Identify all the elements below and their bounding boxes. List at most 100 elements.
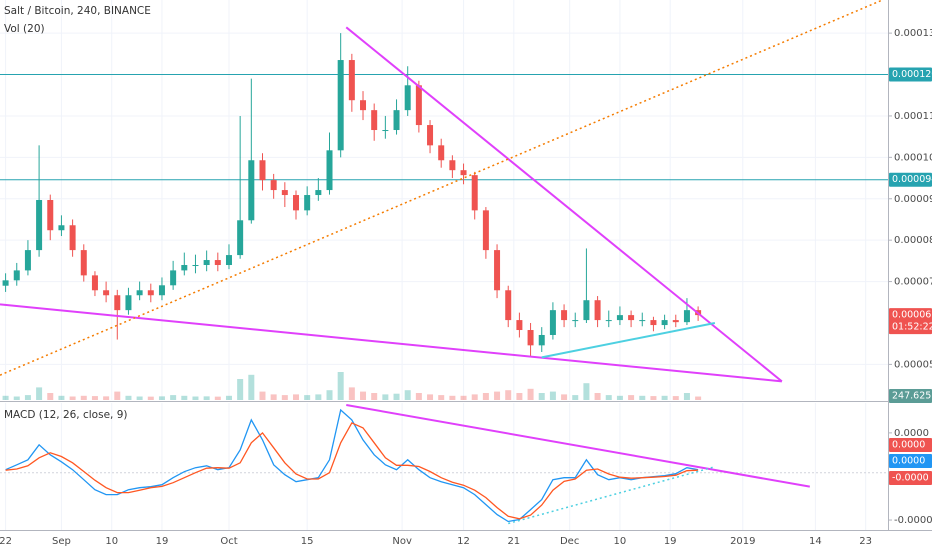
candle-body [650,320,657,326]
y-tick-label: 0.0000900 [894,194,932,205]
candle-body [494,250,501,291]
candle-body [2,280,9,286]
trend-line [345,26,783,383]
volume-bar [695,396,702,400]
volume-bar [58,395,65,400]
volume-bar [259,391,266,400]
candle-body [594,300,601,321]
macd-badge [889,454,932,468]
volume-bar [516,393,523,400]
x-tick-label: 22 [0,536,12,547]
volume-bar [382,394,389,400]
candle-body [24,250,31,271]
volume-bar [415,393,422,400]
candle-body [538,334,545,346]
volume-badge-text: 247.625K [892,391,932,402]
macd-badge-text: 0.0000 [892,456,925,467]
candle-body [58,225,65,231]
candle-body [315,190,322,196]
candle-body [561,310,568,321]
volume-bar [203,396,210,400]
volume-bar [471,394,478,400]
volume-bar [47,393,54,400]
price-badge [889,308,932,335]
volume-bar [270,394,277,400]
y-tick-label: 0.0001000 [894,152,932,163]
candle-body [203,260,210,266]
volume-bar [136,396,143,400]
candle-body [672,320,679,323]
candle-body [13,270,20,281]
candle-body [482,210,489,251]
volume-bar [13,396,20,400]
volume-bar [24,395,31,400]
x-tick-label: 15 [301,536,314,547]
x-tick-label: 10 [105,536,118,547]
candle-body [460,170,467,176]
volume-bar [170,395,177,400]
x-tick-label: 19 [156,536,169,547]
volume-bar [505,390,512,400]
candle-body [47,200,54,231]
macd-line [5,422,699,520]
x-tick-label: Oct [220,536,237,547]
candle-body [393,110,400,131]
candle-body [505,290,512,321]
candle-body [337,60,344,151]
candle-body [404,85,411,111]
x-tick-label: Sep [52,536,71,547]
candle-body [103,290,110,296]
volume-bar [650,396,657,400]
candle-body [572,320,579,322]
candle-body [293,195,299,211]
volume-bar [192,396,199,400]
volume-bar [672,396,679,400]
volume-bar [438,395,445,400]
candle-body [170,270,177,286]
level-badge [889,67,932,82]
volume-bar [91,396,98,400]
volume-bar [561,394,568,400]
candle-body [449,160,456,171]
volume-bar [639,395,646,400]
candle-body [304,195,311,211]
volume-bar [616,395,623,400]
candle-body [125,295,132,311]
volume-bar [69,396,76,400]
y-tick-label: 0.0001300 [894,28,932,39]
candle-body [360,100,367,111]
volume-bar [304,395,311,400]
candle-body [114,295,121,311]
volume-bar [103,396,110,400]
volume-bar [583,383,590,400]
volume-bar [661,395,668,400]
volume-bar [427,394,434,400]
x-tick-label: Nov [392,536,412,547]
volume-bar [147,396,154,400]
volume-bar [158,396,165,400]
volume-bar [114,391,121,400]
x-tick-label: Dec [560,536,579,547]
macd-legend: MACD (12, 26, close, 9) [4,409,127,421]
macd-badge-text: -0.0000 [892,473,929,484]
candle-body [36,200,43,251]
y-tick-label: 0.0000800 [894,235,932,246]
candle-body [136,290,143,296]
y-tick-label: -0.0000 [894,515,932,526]
volume-bar [293,394,299,400]
level-badge-text: 0.0001200 [892,69,932,80]
candle-body [214,260,221,266]
volume-badge [889,389,932,403]
volume-bar [527,388,534,400]
candle-body [583,300,590,321]
volume-bar [36,387,43,400]
candle-body [549,310,556,335]
volume-bar [549,391,556,400]
x-tick-label: 12 [457,536,470,547]
macd-badge [889,438,932,452]
candle-body [270,180,277,191]
volume-bar [237,379,244,400]
candle-body [237,220,244,256]
